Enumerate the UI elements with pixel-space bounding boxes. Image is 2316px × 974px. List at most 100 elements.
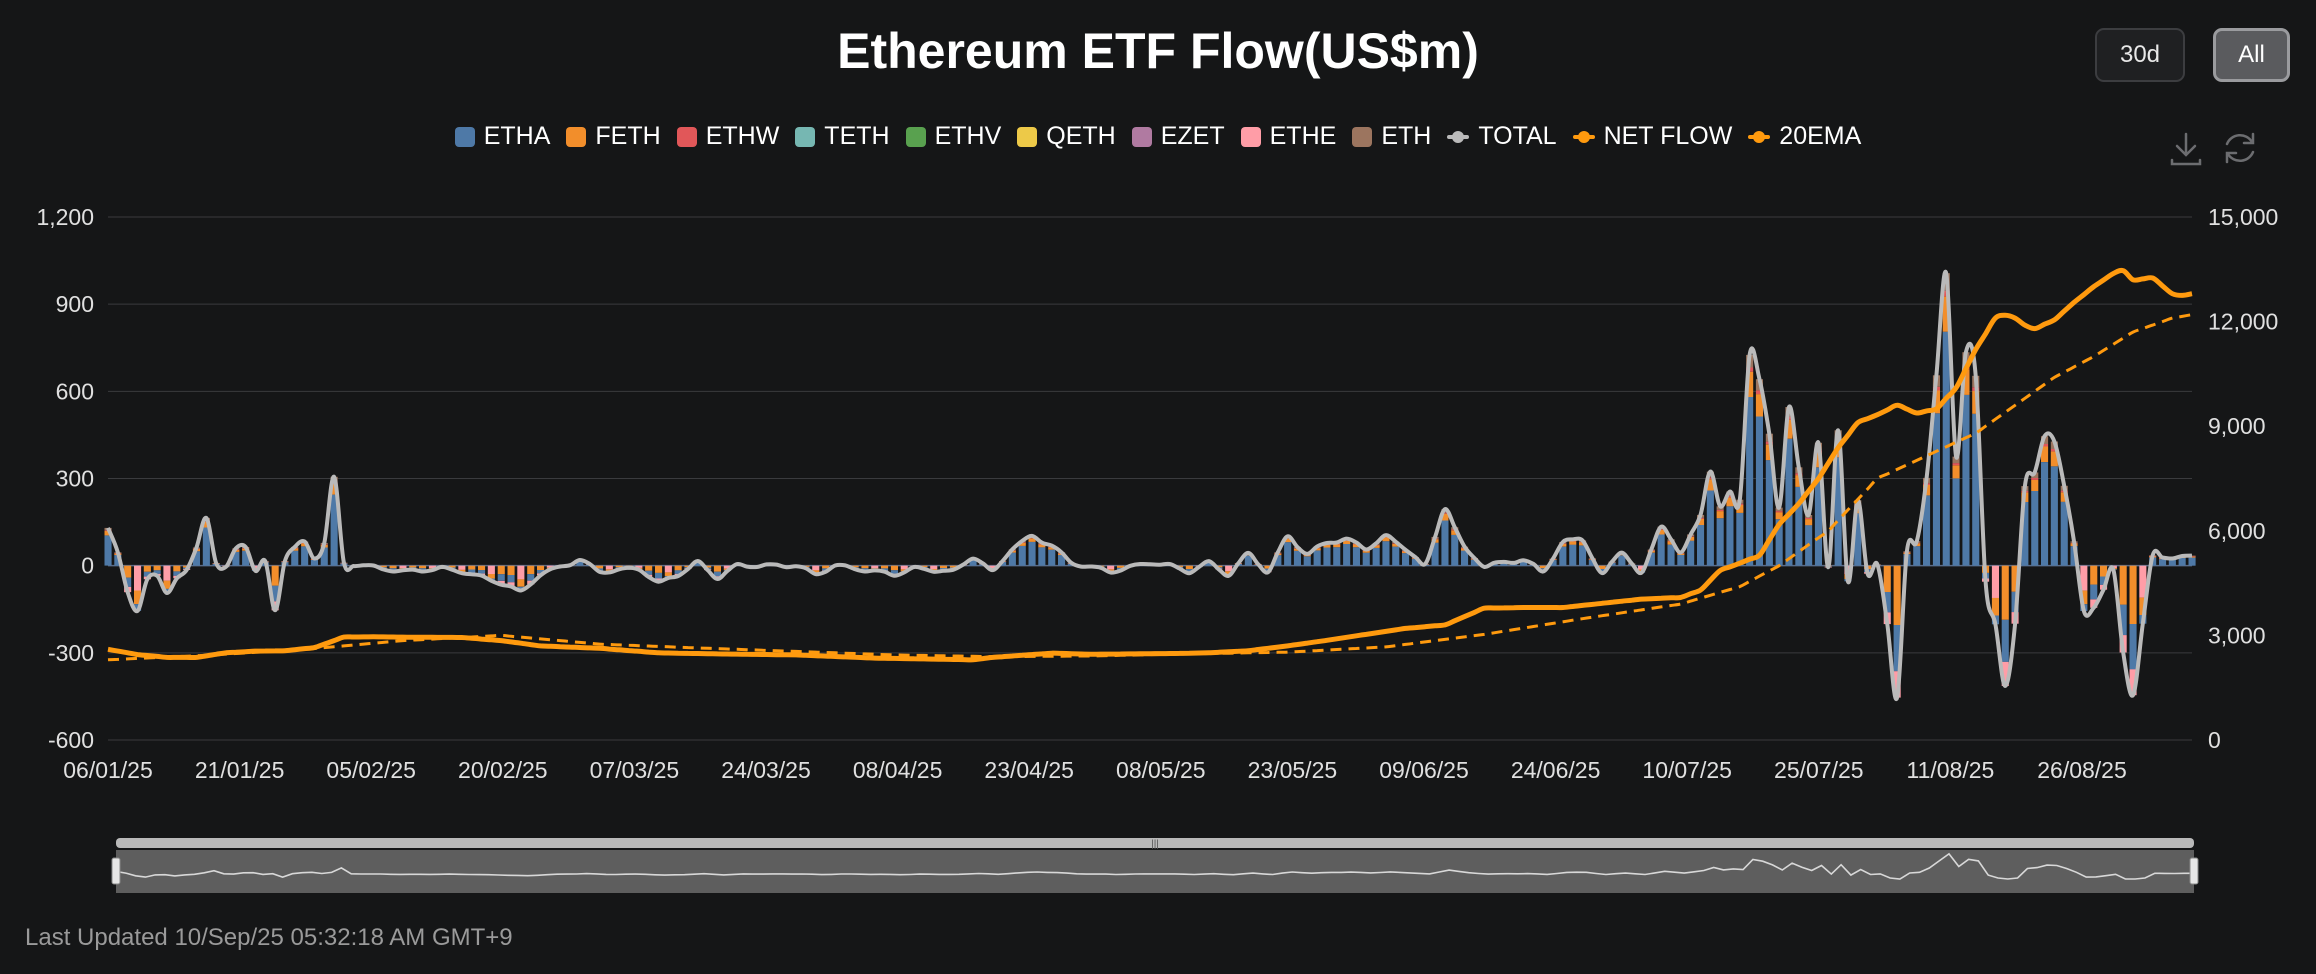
bar-day: [1333, 542, 1341, 566]
bar-segment-etha: [232, 551, 240, 566]
bar-segment-etha: [320, 547, 328, 566]
bar-segment-feth: [920, 565, 928, 568]
bar-segment-feth: [2041, 446, 2049, 462]
bar-segment-feth: [487, 574, 495, 579]
bar-segment-feth: [458, 569, 466, 573]
bar-segment-ethe: [2139, 565, 2147, 598]
bar-segment-ethe: [458, 565, 466, 570]
bar-segment-feth: [1284, 538, 1292, 543]
bar-segment-feth: [1185, 565, 1193, 570]
bar-segment-ethw: [1716, 509, 1724, 512]
bar-segment-etha: [1058, 555, 1066, 566]
refresh-icon[interactable]: [2220, 128, 2260, 168]
legend-item-ezet[interactable]: EZET: [1131, 122, 1225, 151]
bar-segment-etha: [1765, 460, 1773, 566]
bar-segment-ethe: [546, 565, 554, 568]
legend-item-teth[interactable]: TETH: [795, 122, 890, 151]
bar-segment-feth: [1893, 565, 1901, 626]
zoom-preview-line: [115, 852, 2194, 880]
bar-segment-ethw: [1706, 477, 1714, 480]
bar-segment-feth: [517, 579, 525, 587]
legend-item-ethv[interactable]: ETHV: [905, 122, 1001, 151]
bar-segment-ethw: [1952, 463, 1960, 466]
bar-segment-feth: [2100, 565, 2108, 577]
legend-item-qeth[interactable]: QETH: [1017, 122, 1116, 151]
bar-segment-feth: [881, 565, 889, 569]
bar-segment-etha: [713, 571, 721, 577]
zoom-left-handle[interactable]: [111, 857, 121, 885]
bar-segment-ethe: [163, 565, 171, 581]
range-30d-button[interactable]: 30d: [2095, 28, 2185, 82]
bar-segment-ethe: [2129, 669, 2137, 696]
legend-item-feth[interactable]: FETH: [566, 122, 661, 151]
bar-segment-etha: [2021, 502, 2029, 566]
bar-segment-etha: [1677, 555, 1685, 566]
bar-segment-etha: [1775, 519, 1783, 566]
x-tick-label: 08/05/25: [1116, 757, 1206, 783]
bar-segment-etha: [2041, 462, 2049, 566]
x-tick-label: 06/01/25: [63, 757, 153, 783]
legend-label: EZET: [1160, 122, 1225, 150]
bar-segment-ethw: [1726, 495, 1734, 498]
bar-day: [1755, 379, 1763, 566]
bar-segment-ethe: [2001, 661, 2009, 686]
bar-segment-etha: [1854, 513, 1862, 566]
y-left-tick-label: 300: [56, 466, 94, 492]
legend-item-ethe[interactable]: ETHE: [1240, 122, 1336, 151]
legend-item-eth[interactable]: ETH: [1352, 122, 1431, 151]
x-tick-label: 24/03/25: [721, 757, 811, 783]
bar-segment-feth: [1579, 542, 1587, 546]
bar-day: [1362, 549, 1370, 566]
bar-segment-ethw: [2041, 443, 2049, 447]
bar-segment-etha: [1333, 547, 1341, 566]
legend-item-total[interactable]: TOTAL: [1447, 122, 1557, 151]
bar-segment-ethe: [487, 565, 495, 574]
x-tick-label: 23/05/25: [1248, 757, 1338, 783]
bar-segment-etha: [1392, 546, 1400, 566]
bar-segment-etha: [242, 550, 250, 566]
x-tick-label: 08/04/25: [853, 757, 943, 783]
bar-segment-feth: [173, 565, 181, 572]
bar-segment-feth: [645, 565, 653, 571]
legend-label: TOTAL: [1478, 122, 1557, 150]
bar-day: [1038, 542, 1046, 566]
bar-segment-etha: [468, 569, 476, 573]
download-icon[interactable]: [2166, 128, 2206, 168]
legend-swatch: [454, 126, 475, 147]
bar-segment-ethe: [664, 565, 672, 573]
bar-segment-feth: [1117, 565, 1125, 568]
zoom-right-handle[interactable]: [2189, 857, 2199, 885]
range-all-button[interactable]: All: [2213, 28, 2290, 82]
legend-item-etha[interactable]: ETHA: [454, 122, 550, 151]
bar-day: [1775, 507, 1783, 566]
bar-day: [2001, 565, 2009, 686]
bar-segment-etha: [1736, 512, 1744, 566]
bar-segment-feth: [674, 565, 682, 571]
legend-item-20ema[interactable]: 20EMA: [1748, 122, 1861, 151]
bar-segment-feth: [1323, 544, 1331, 548]
bar-segment-etha: [1942, 331, 1950, 566]
bar-day: [517, 565, 525, 591]
bar-segment-feth: [1991, 597, 1999, 616]
legend-item-net-flow[interactable]: NET FLOW: [1572, 122, 1732, 151]
bar-segment-etha: [1579, 545, 1587, 566]
bar-segment-ethe: [517, 565, 525, 580]
bar-segment-etha: [419, 568, 427, 571]
bar-segment-feth: [1441, 513, 1449, 521]
bar-day: [1569, 539, 1577, 566]
legend-swatch: [566, 126, 587, 147]
bar-segment-etha: [2090, 584, 2098, 600]
bar-segment-feth: [1697, 518, 1705, 525]
bar-segment-feth: [1107, 569, 1115, 572]
x-tick-label: 21/01/25: [195, 757, 285, 783]
bar-segment-feth: [949, 565, 957, 568]
bar-segment-feth: [1716, 511, 1724, 519]
bar-segment-etha: [1569, 544, 1577, 566]
bar-segment-feth: [1746, 371, 1754, 397]
bar-segment-feth: [468, 565, 476, 570]
bar-segment-ethe: [507, 582, 515, 587]
bar-segment-etha: [1667, 544, 1675, 566]
legend-item-ethw[interactable]: ETHW: [676, 122, 779, 151]
bar-segment-etha: [969, 560, 977, 566]
